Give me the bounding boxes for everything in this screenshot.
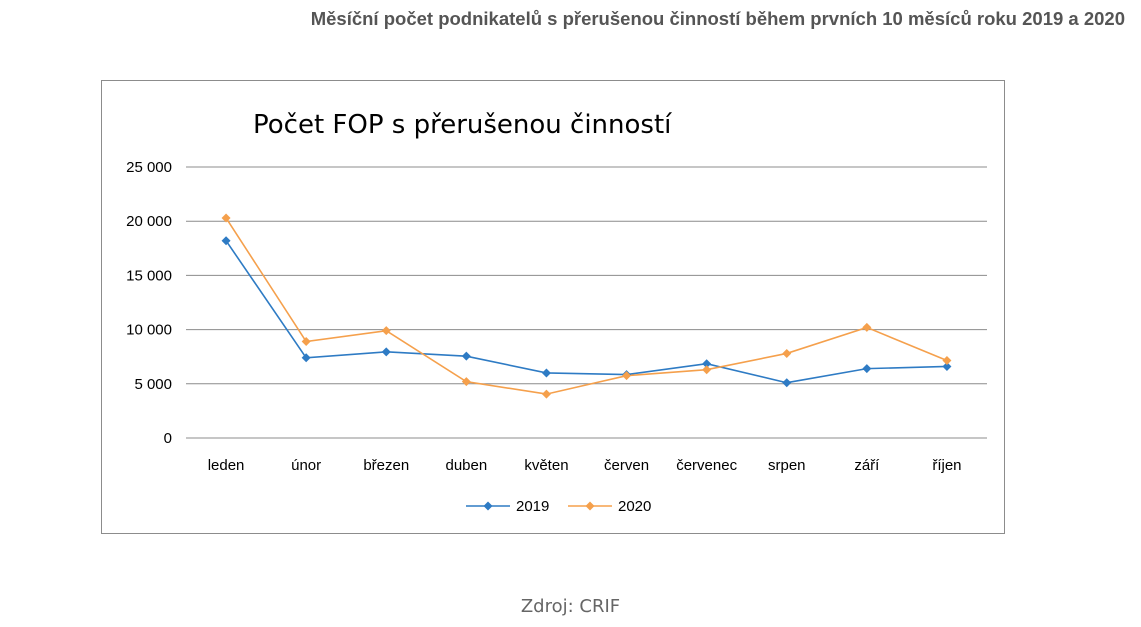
data-point-2019 <box>381 347 391 357</box>
x-tick-label: červenec <box>676 457 737 474</box>
chart-title: Počet FOP s přerušenou činností <box>253 110 672 140</box>
x-tick-label: srpen <box>768 457 806 474</box>
data-point-2020 <box>862 322 872 332</box>
data-point-2020 <box>702 365 712 375</box>
page-heading: Měsíční počet podnikatelů s přerušenou č… <box>310 8 1125 29</box>
y-tick-label: 5 000 <box>134 376 172 393</box>
x-tick-label: březen <box>363 457 409 474</box>
series-markers <box>221 213 952 399</box>
data-point-2019 <box>221 236 231 246</box>
data-point-2020 <box>461 377 471 387</box>
data-point-2019 <box>702 359 712 369</box>
data-point-2020 <box>782 348 792 358</box>
data-point-2019 <box>461 351 471 361</box>
data-point-2020 <box>221 213 231 223</box>
legend-label: 2019 <box>516 498 549 515</box>
x-tick-label: leden <box>208 457 245 474</box>
data-point-2020 <box>301 337 311 347</box>
data-point-2020 <box>381 326 391 336</box>
legend: 2019 2020 <box>466 498 651 515</box>
x-tick-label: červen <box>604 457 649 474</box>
x-tick-label: říjen <box>932 457 961 474</box>
data-point-2019 <box>541 368 551 378</box>
x-axis-labels: leden únor březen duben květen červen červenec… <box>208 457 962 474</box>
x-tick-label: květen <box>524 457 568 474</box>
y-tick-label: 20 000 <box>126 213 172 230</box>
x-tick-label: únor <box>291 457 321 474</box>
legend-marker-2020 <box>585 501 595 511</box>
data-point-2019 <box>782 378 792 388</box>
x-tick-label: září <box>854 457 880 474</box>
series-lines <box>225 217 948 395</box>
gridlines <box>186 166 987 439</box>
series-line-2019 <box>225 240 947 384</box>
data-point-2020 <box>942 355 952 365</box>
source-note: Zdroj: CRIF <box>520 596 621 617</box>
chart-frame: Počet FOP s přerušenou činností 0 5 000 10… <box>101 80 1005 534</box>
data-point-2020 <box>541 389 551 399</box>
data-point-2019 <box>942 361 952 371</box>
y-tick-label: 15 000 <box>126 267 172 284</box>
data-point-2019 <box>862 364 872 374</box>
y-tick-label: 0 <box>164 430 172 447</box>
series-line-2020 <box>225 217 948 395</box>
y-tick-label: 25 000 <box>126 159 172 176</box>
data-point-2020 <box>622 371 632 381</box>
x-tick-label: duben <box>445 457 487 474</box>
legend-marker-2019 <box>483 501 493 511</box>
data-point-2019 <box>301 353 311 363</box>
line-chart: Počet FOP s přerušenou činností 0 5 000 10… <box>126 110 987 515</box>
legend-label: 2020 <box>618 498 651 515</box>
y-axis-labels: 0 5 000 10 000 15 000 20 000 25 000 <box>126 159 172 447</box>
y-tick-label: 10 000 <box>126 322 172 339</box>
